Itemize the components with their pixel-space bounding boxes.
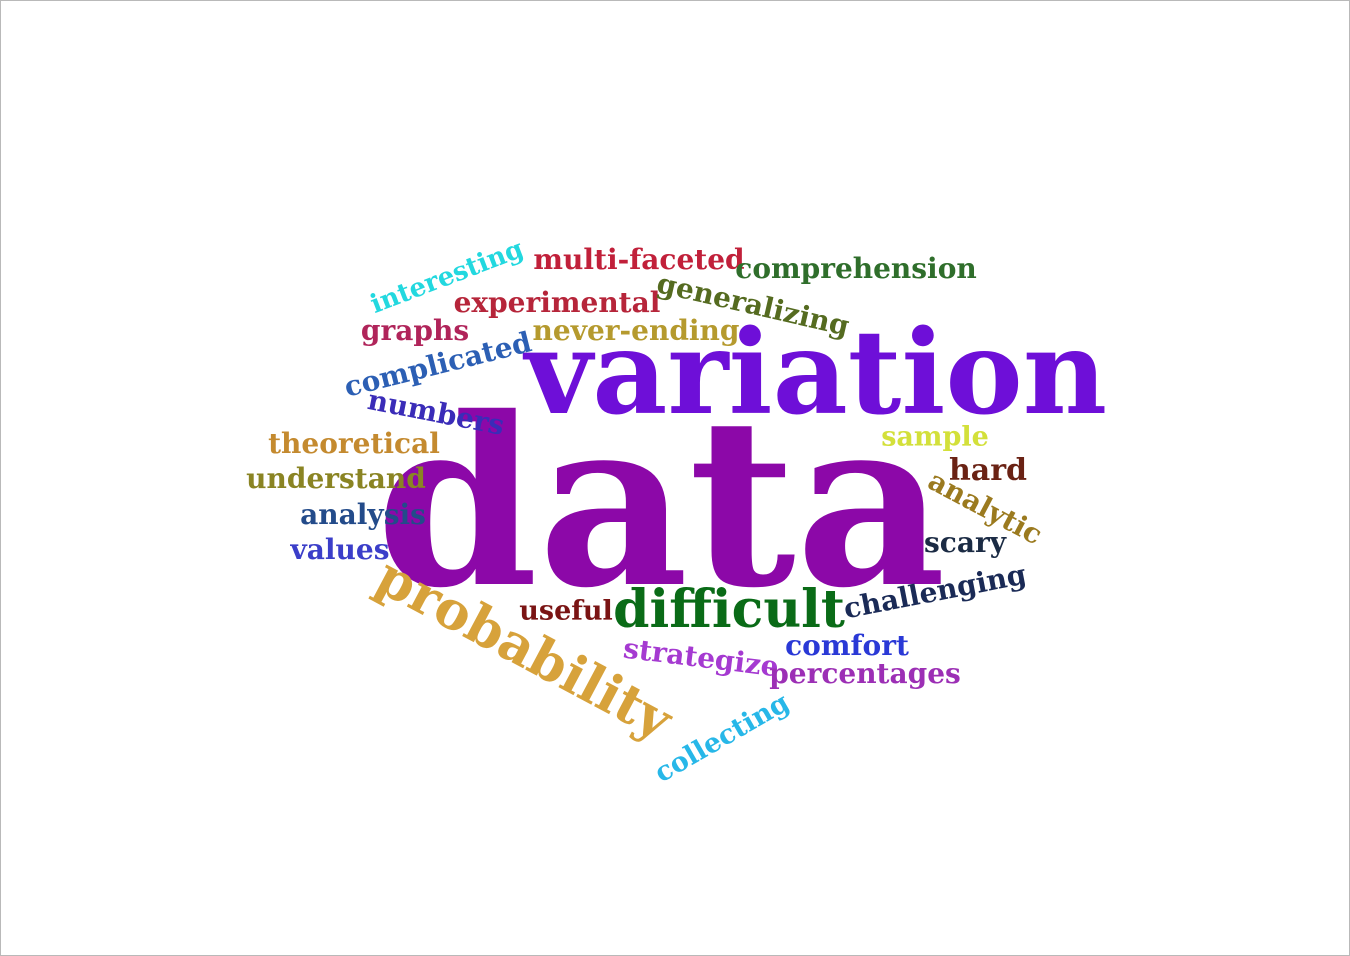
word-analysis: analysis <box>300 498 426 531</box>
word-strategize: strategize <box>621 631 781 684</box>
word-data: data <box>375 366 947 639</box>
word-difficult: difficult <box>613 579 845 640</box>
word-graphs: graphs <box>360 314 470 347</box>
word-comfort: comfort <box>785 629 909 662</box>
word-multi-faceted: multi-faceted <box>533 243 745 276</box>
word-comprehension: comprehension <box>735 252 977 285</box>
word-understand: understand <box>246 462 426 495</box>
word-experimental: experimental <box>453 286 661 319</box>
word-values: values <box>290 533 390 566</box>
word-useful: useful <box>519 595 613 627</box>
word-hard: hard <box>948 453 1028 488</box>
word-sample: sample <box>881 421 989 453</box>
word-percentages: percentages <box>769 657 961 690</box>
word-scary: scary <box>924 526 1006 559</box>
word-never-ending: never-ending <box>532 314 740 347</box>
word-variation: variation <box>524 305 1108 441</box>
word-theoretical: theoretical <box>268 427 440 460</box>
